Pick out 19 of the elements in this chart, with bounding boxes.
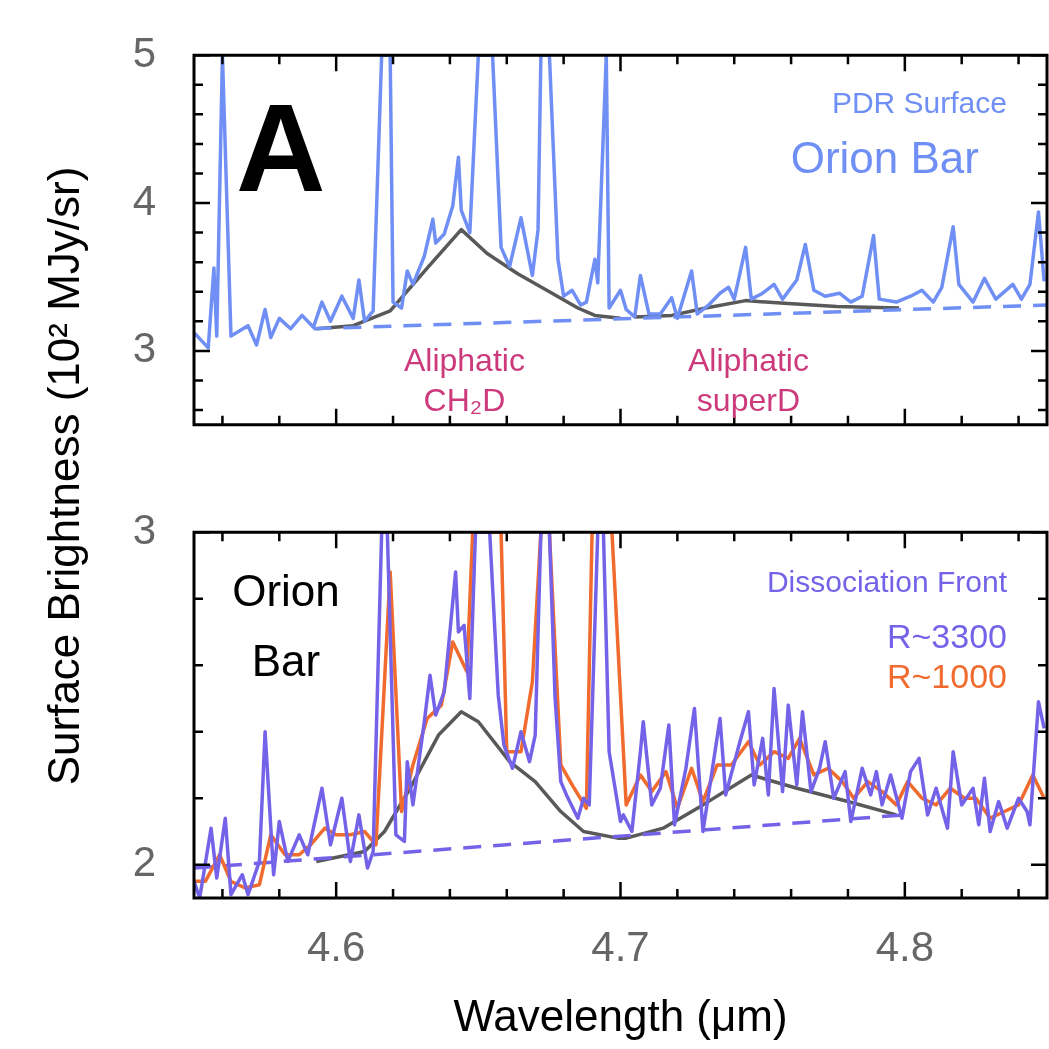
x-tick-label: 4.7 bbox=[591, 922, 650, 970]
text: PDR Surface bbox=[831, 86, 1007, 120]
y-tick-label: 4 bbox=[132, 176, 156, 224]
annotation: Orion Bar bbox=[232, 566, 340, 686]
annotation: Aliphatic superD bbox=[687, 341, 809, 418]
text: Dissociation Front bbox=[766, 565, 1008, 599]
text: R~1000 bbox=[886, 657, 1007, 696]
y-tick-label: 3 bbox=[132, 505, 156, 553]
series-label: R~3300 bbox=[886, 617, 1007, 656]
annotation: A bbox=[236, 79, 326, 218]
y-tick-label: 2 bbox=[132, 838, 156, 886]
x-tick-label: 4.8 bbox=[875, 922, 935, 970]
y-tick-label: 3 bbox=[132, 324, 156, 372]
annotation: Aliphatic CH₂D bbox=[403, 341, 525, 418]
x-axis-title: Wavelength (μm) bbox=[453, 990, 788, 1040]
y-axis-title: Surface Brightness (10² MJy/sr) bbox=[39, 166, 89, 786]
x-tick-label: 4.6 bbox=[306, 922, 366, 970]
text: Orion Bar bbox=[790, 133, 979, 183]
y-tick-label: 5 bbox=[132, 28, 156, 76]
